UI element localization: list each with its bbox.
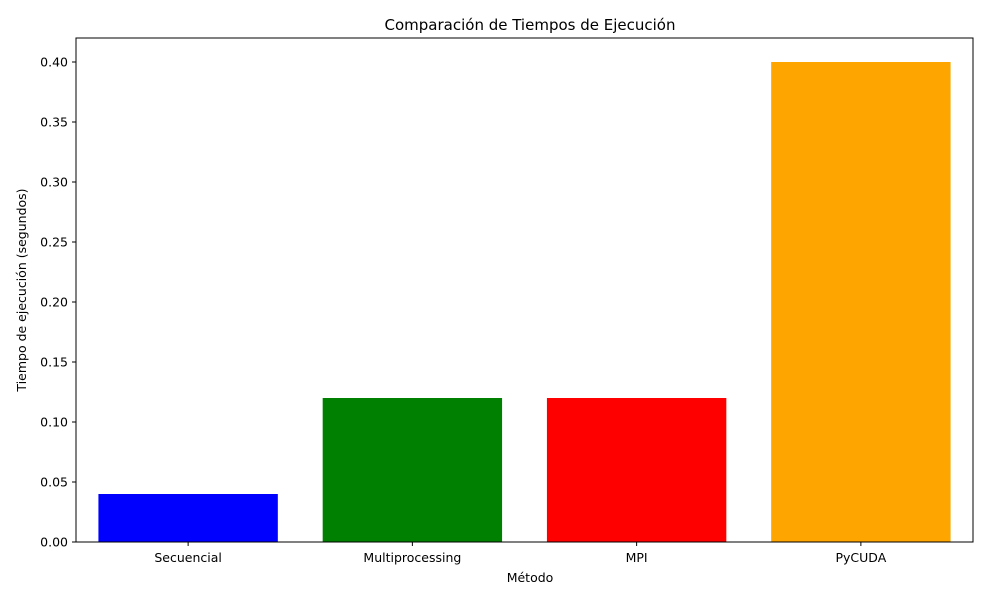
x-axis-label: Método	[507, 570, 554, 585]
bar-mpi	[546, 398, 727, 542]
y-tick-label: 0.25	[40, 235, 68, 250]
x-axis-ticks: Secuencial Multiprocessing MPI PyCUDA	[154, 542, 887, 565]
y-tick-label: 0.15	[40, 355, 68, 370]
bars-group	[98, 62, 951, 542]
bar-multiprocessing	[322, 398, 503, 542]
y-tick-label: 0.20	[40, 295, 68, 310]
x-tick-label: PyCUDA	[835, 550, 886, 565]
chart-title: Comparación de Tiempos de Ejecución	[385, 16, 676, 34]
y-tick-label: 0.40	[40, 55, 68, 70]
y-tick-label: 0.10	[40, 415, 68, 430]
bar-pycuda	[771, 62, 951, 542]
y-tick-label: 0.30	[40, 175, 68, 190]
y-tick-label: 0.35	[40, 115, 68, 130]
y-tick-label: 0.05	[40, 475, 68, 490]
y-axis-label: Tiempo de ejecución (segundos)	[14, 188, 29, 392]
bar-secuencial	[98, 494, 278, 542]
x-tick-label: MPI	[626, 550, 648, 565]
plot-frame	[75, 37, 974, 543]
y-tick-label: 0.00	[40, 535, 68, 550]
y-axis-ticks: 0.00 0.05 0.10 0.15 0.20 0.25 0.30 0.35 0.40	[40, 55, 76, 550]
x-tick-label: Multiprocessing	[363, 550, 461, 565]
x-tick-label: Secuencial	[154, 550, 222, 565]
